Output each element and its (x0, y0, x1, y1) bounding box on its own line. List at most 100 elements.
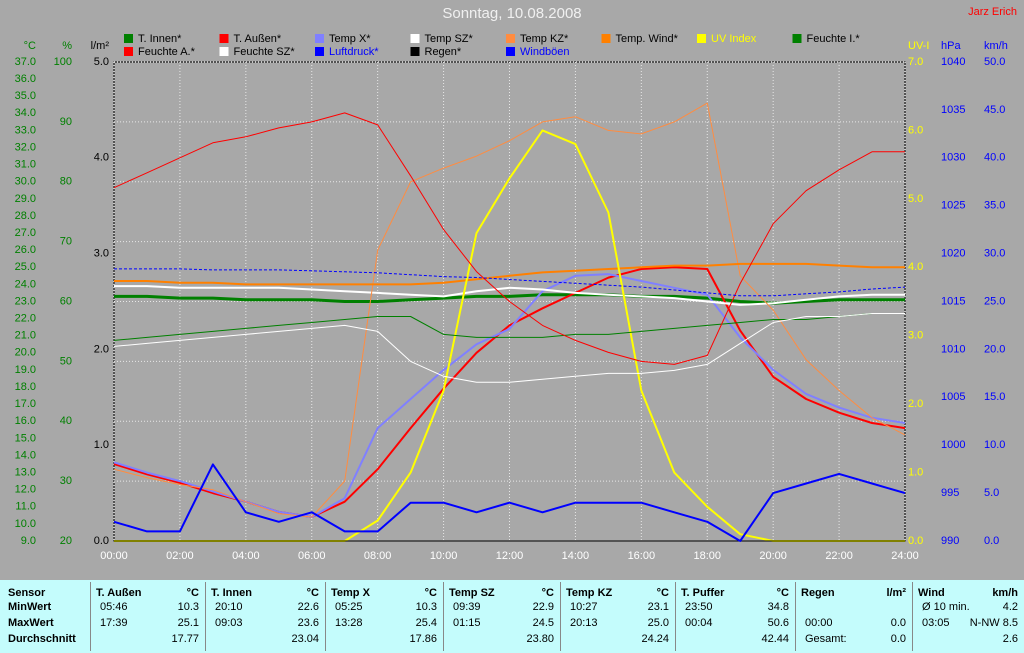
y-tick-label: 20.0 (15, 347, 36, 359)
y-tick-label: 17.0 (15, 398, 36, 410)
y-tick-label: 1030 (941, 152, 965, 164)
cell-time: 13:28 (335, 617, 363, 629)
y-tick-label: 26.0 (15, 244, 36, 256)
cell-value: 25.4 (415, 617, 437, 629)
y-tick-label: 3.0 (94, 248, 109, 260)
y-tick-label: 32.0 (15, 141, 36, 153)
cell-value: 24.24 (641, 633, 669, 645)
y-tick-label: 33.0 (15, 124, 36, 136)
cell-time: 01:15 (453, 617, 481, 629)
column-separator (675, 582, 676, 651)
legend-label: Feuchte A.* (138, 46, 196, 58)
y-tick-label: 25.0 (984, 295, 1005, 307)
y-tick-label: 28.0 (15, 210, 36, 222)
column-separator (443, 582, 444, 651)
y-tick-label: 100 (54, 56, 72, 68)
cell-time: 05:46 (100, 601, 128, 613)
legend-swatch (410, 47, 420, 56)
x-tick-label: 12:00 (496, 550, 524, 562)
y-tick-label: 40.0 (984, 152, 1005, 164)
x-tick-label: 04:00 (232, 550, 260, 562)
cell-value: 10.3 (177, 601, 199, 613)
cell-value: 17.77 (171, 633, 199, 645)
y-tick-label: 0.0 (94, 535, 109, 547)
cell-value: 17.86 (409, 633, 437, 645)
axis-title: % (62, 40, 72, 52)
cell-value: N-NW 8.5 (969, 617, 1018, 629)
y-tick-label: 1005 (941, 391, 965, 403)
x-tick-label: 06:00 (298, 550, 326, 562)
legend-swatch (219, 34, 229, 43)
column-name: Temp KZ (566, 587, 613, 599)
y-tick-label: 27.0 (15, 227, 36, 239)
cell-value: 23.04 (291, 633, 319, 645)
y-tick-label: 13.0 (15, 466, 36, 478)
cell-value: 23.6 (297, 617, 319, 629)
row-label: MaxWert (8, 617, 54, 629)
y-tick-label: 40 (60, 415, 72, 427)
cell-value: 22.6 (297, 601, 319, 613)
y-tick-label: 11.0 (15, 501, 36, 513)
y-tick-label: 25.0 (15, 261, 36, 273)
y-tick-label: 1.0 (908, 466, 923, 478)
cell-time: Ø 10 min. (922, 601, 970, 613)
legend-swatch (124, 34, 133, 43)
legend-label: Luftdruck* (329, 46, 379, 58)
legend-label: Temp SZ* (425, 33, 474, 45)
cell-time: 09:03 (215, 617, 243, 629)
x-tick-label: 08:00 (364, 550, 392, 562)
column-unit: °C (424, 587, 437, 599)
y-tick-label: 1000 (941, 439, 965, 451)
column-name: Temp X (331, 587, 370, 599)
column-name: T. Puffer (681, 587, 725, 599)
x-tick-label: 16:00 (628, 550, 656, 562)
cell-time: 05:25 (335, 601, 363, 613)
author: Jarz Erich (968, 6, 1017, 18)
y-tick-label: 1015 (941, 295, 965, 307)
y-tick-label: 45.0 (984, 104, 1005, 116)
cell-value: 22.9 (532, 601, 554, 613)
legend-swatch (601, 34, 611, 43)
y-tick-label: 36.0 (15, 73, 36, 85)
chart-title: Sonntag, 10.08.2008 (442, 5, 581, 22)
y-tick-label: 2.0 (94, 343, 109, 355)
y-tick-label: 5.0 (984, 487, 999, 499)
y-tick-label: 990 (941, 535, 959, 547)
cell-value: 24.5 (532, 617, 554, 629)
legend-label: T. Außen* (234, 33, 282, 45)
column-name: T. Innen (211, 587, 252, 599)
cell-value: 50.6 (767, 617, 789, 629)
column-separator (795, 582, 796, 651)
y-tick-label: 3.0 (908, 330, 923, 342)
legend-label: Regen* (425, 46, 462, 58)
legend-swatch (697, 34, 706, 43)
legend-swatch (792, 34, 802, 43)
y-tick-label: 34.0 (15, 107, 36, 119)
legend-swatch (506, 34, 515, 43)
y-tick-label: 35.0 (15, 90, 36, 102)
legend-swatch (219, 47, 229, 56)
y-tick-label: 6.0 (908, 124, 923, 136)
legend-label: Temp KZ* (520, 33, 569, 45)
table-header: Sensor (8, 587, 46, 599)
y-tick-label: 60 (60, 295, 72, 307)
legend-swatch (410, 34, 420, 43)
legend-label: Temp X* (329, 33, 371, 45)
y-tick-label: 35.0 (984, 200, 1005, 212)
cell-value: 25.1 (177, 617, 199, 629)
column-separator (912, 582, 913, 651)
column-unit: °C (306, 587, 319, 599)
y-tick-label: 0.0 (908, 535, 923, 547)
series-line (114, 262, 905, 286)
cell-time: 23:50 (685, 601, 713, 613)
y-tick-label: 995 (941, 487, 959, 499)
cell-time: 00:00 (805, 617, 833, 629)
cell-value: 25.0 (647, 617, 669, 629)
cell-time: 09:39 (453, 601, 481, 613)
column-unit: °C (186, 587, 199, 599)
column-separator (205, 582, 206, 651)
series-line (113, 102, 906, 518)
y-tick-label: 18.0 (15, 381, 36, 393)
column-unit: km/h (992, 587, 1018, 599)
column-name: Regen (801, 587, 835, 599)
